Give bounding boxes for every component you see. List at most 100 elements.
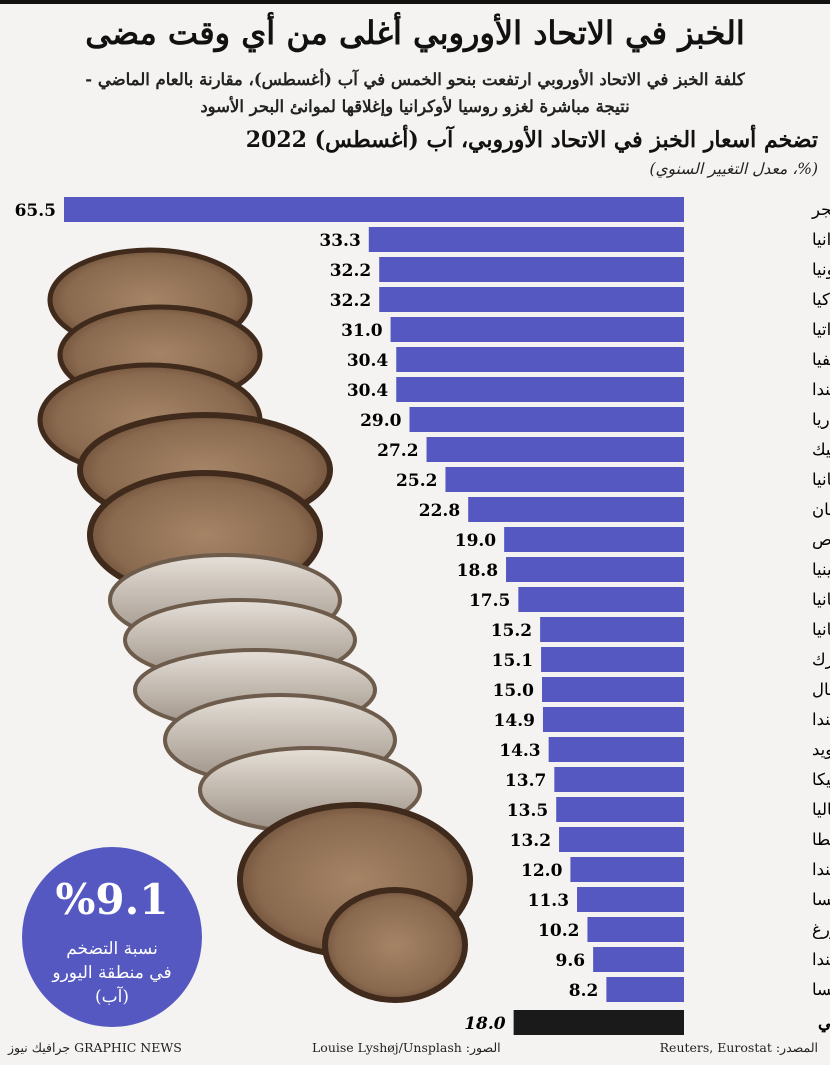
- bar-19: [554, 767, 684, 792]
- category-label-12: سلوفينيا: [812, 560, 830, 580]
- source-credit: المصدر: Reuters, Eurostat: [659, 1040, 818, 1055]
- category-label-17: إيرلندا: [812, 710, 830, 730]
- category-label-4: كرواتيا: [812, 320, 830, 340]
- category-label-24: لوكسمبورغ: [812, 920, 830, 940]
- bar-14: [540, 617, 684, 642]
- top-rule: [0, 0, 830, 4]
- value-label-21: 13.2: [510, 831, 551, 851]
- value-label-0: 65.5: [15, 201, 56, 221]
- bar-13: [518, 587, 684, 612]
- value-label-15: 15.1: [492, 651, 533, 671]
- bar-4: [390, 317, 684, 342]
- category-label-26: فرنسا: [812, 980, 830, 1000]
- category-label-11: قبرص: [812, 530, 830, 550]
- value-label-16: 15.0: [493, 681, 535, 701]
- bar-15: [541, 647, 684, 672]
- value-label-3: 32.2: [330, 291, 371, 311]
- category-label-8: جمهورية التشيك: [812, 440, 830, 460]
- chart-unit-label: (%، معدل التغيير السنوي): [649, 160, 818, 178]
- bar-24: [587, 917, 684, 942]
- value-label-24: 10.2: [538, 921, 579, 941]
- category-label-15: الدنمارك: [812, 650, 830, 670]
- bar-11: [504, 527, 684, 552]
- bread-slices: [37, 247, 473, 1003]
- category-label-6: بولندا: [812, 380, 830, 400]
- value-label-11: 19.0: [455, 531, 497, 551]
- bar-5: [396, 347, 684, 372]
- value-label-26: 8.2: [569, 981, 599, 1001]
- category-label-23: النمسا: [812, 890, 830, 909]
- bar-10: [468, 497, 684, 522]
- page-title: الخبز في الاتحاد الأوروبي أغلى من أي وقت…: [85, 14, 745, 52]
- badge-caption-line-1: نسبة التضخم: [66, 939, 158, 959]
- agency-credit: GRAPHIC NEWS جرافيك نيوز: [8, 1040, 182, 1055]
- bar-18: [548, 737, 684, 762]
- category-label-2: إستونيا: [812, 260, 830, 280]
- value-label-12: 18.8: [457, 561, 498, 581]
- badge-value: %9.1: [55, 875, 169, 924]
- bar-2: [379, 257, 684, 282]
- category-label-16: البرتغال: [812, 680, 830, 700]
- value-label-5: 30.4: [347, 351, 389, 371]
- value-label-25: 9.6: [556, 951, 586, 971]
- bar-26: [606, 977, 684, 1002]
- category-label-5: لاتفيا: [812, 350, 830, 369]
- value-label-23: 11.3: [528, 891, 569, 911]
- category-label-20: إيطاليا: [812, 800, 830, 819]
- bar-20: [556, 797, 684, 822]
- bar-25: [593, 947, 684, 972]
- category-label-3: سلوفاكيا: [812, 290, 830, 310]
- category-label-13: ألمانيا: [812, 588, 830, 609]
- category-label-10: اليونان: [812, 500, 830, 520]
- eurozone-inflation-badge: %9.1 نسبة التضخم في منطقة اليورو (آب): [22, 847, 202, 1027]
- value-label-8: 27.2: [377, 441, 418, 461]
- badge-caption-line-3: (آب): [95, 987, 129, 1007]
- bar-1: [368, 227, 684, 252]
- category-label-18: السويد: [812, 740, 830, 760]
- category-label-9: رومانيا: [812, 470, 830, 490]
- badge-caption: نسبة التضخم في منطقة اليورو (آب): [32, 937, 192, 1009]
- photo-credit: الصور: Louise Lyshøj/Unsplash: [312, 1040, 501, 1055]
- subtitle-line-1: كلفة الخبز في الاتحاد الأوروبي ارتفعت بن…: [85, 70, 745, 89]
- chart-title: تضخم أسعار الخبز في الاتحاد الأوروبي، آب…: [245, 127, 818, 153]
- bar-12: [506, 557, 684, 582]
- category-label-27: الاتحاد الأوروبي: [818, 1011, 830, 1033]
- bar-16: [542, 677, 684, 702]
- value-label-2: 32.2: [330, 261, 371, 281]
- value-label-10: 22.8: [419, 501, 460, 521]
- value-label-22: 12.0: [521, 861, 563, 881]
- value-label-1: 33.3: [319, 231, 360, 251]
- bar-0: [64, 197, 684, 222]
- value-label-7: 29.0: [360, 411, 402, 431]
- bar-6: [396, 377, 684, 402]
- value-label-13: 17.5: [469, 591, 510, 611]
- value-label-18: 14.3: [499, 741, 540, 761]
- value-label-4: 31.0: [341, 321, 383, 341]
- category-label-21: مالطا: [812, 830, 830, 849]
- value-label-9: 25.2: [396, 471, 437, 491]
- value-label-6: 30.4: [347, 381, 389, 401]
- bar-9: [445, 467, 684, 492]
- subtitle-line-2: نتيجة مباشرة لغزو روسيا لأوكرانيا وإغلاق…: [200, 97, 630, 116]
- category-label-7: بلغاريا: [812, 410, 830, 430]
- badge-caption-line-2: في منطقة اليورو: [52, 963, 172, 983]
- bar-8: [426, 437, 684, 462]
- category-label-1: ليتوانيا: [812, 230, 830, 250]
- category-label-25: هولندا: [812, 950, 830, 970]
- bar-21: [559, 827, 684, 852]
- value-label-17: 14.9: [494, 711, 535, 731]
- value-label-19: 13.7: [505, 771, 546, 791]
- bar-7: [409, 407, 684, 432]
- bar-27: [513, 1010, 684, 1035]
- bar-3: [379, 287, 684, 312]
- bar-22: [570, 857, 684, 882]
- value-label-27: 18.0: [464, 1014, 506, 1034]
- value-label-14: 15.2: [491, 621, 532, 641]
- category-label-19: بلجيكا: [812, 770, 830, 789]
- value-label-20: 13.5: [507, 801, 548, 821]
- bar-17: [542, 707, 684, 732]
- category-label-0: المجر: [811, 200, 830, 220]
- subtitle: كلفة الخبز في الاتحاد الأوروبي ارتفعت بن…: [20, 66, 810, 120]
- category-label-22: فنلندا: [812, 860, 830, 879]
